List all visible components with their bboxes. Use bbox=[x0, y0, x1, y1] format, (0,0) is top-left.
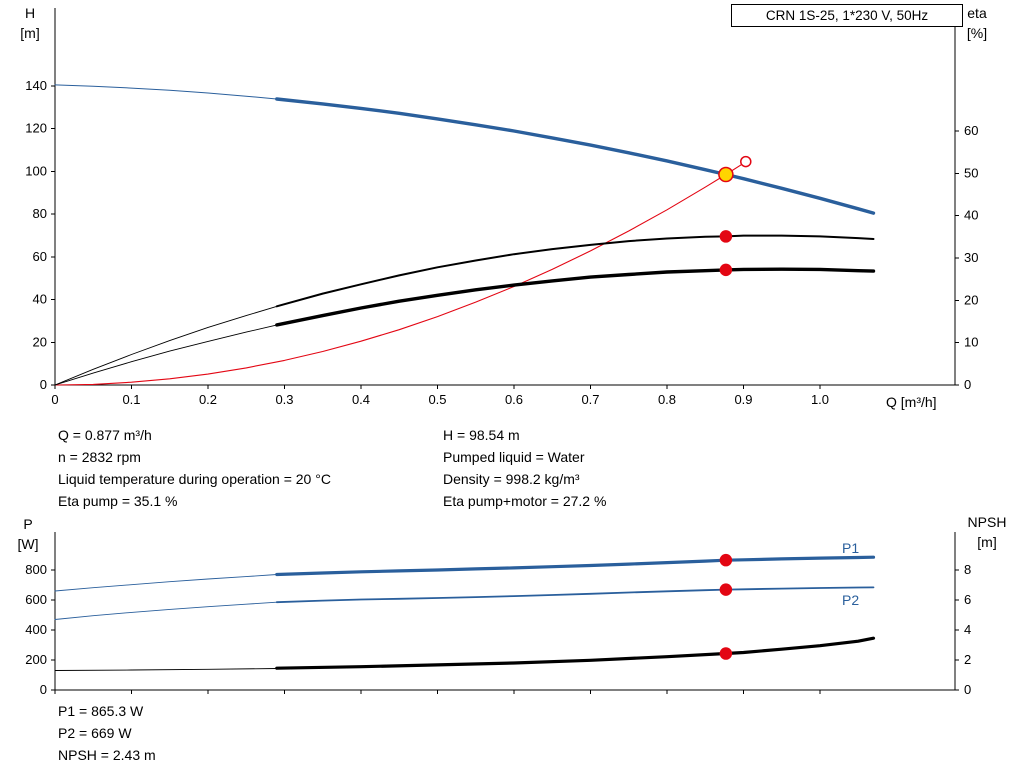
p1-point bbox=[719, 553, 733, 567]
x-tick-label: 0.8 bbox=[658, 392, 676, 407]
y-left-tick-label: 100 bbox=[25, 163, 47, 178]
y-left-tick-label: 140 bbox=[25, 78, 47, 93]
y-right-tick-label: 30 bbox=[964, 250, 978, 265]
duty-point[interactable] bbox=[718, 166, 734, 183]
npsh-point bbox=[719, 647, 733, 660]
h-axis-unit: [m] bbox=[20, 25, 40, 41]
series-label-p2: P2 bbox=[842, 592, 859, 608]
npsh-value: NPSH = 2.43 m bbox=[58, 747, 156, 763]
qh-curve-lead bbox=[54, 84, 285, 101]
y-right-tick-label: 2 bbox=[964, 652, 971, 667]
speed-value: n = 2832 rpm bbox=[58, 449, 141, 465]
eta-pump-point bbox=[719, 230, 733, 243]
x-tick-label: 0.4 bbox=[352, 392, 370, 407]
y-left-tick-label: 80 bbox=[33, 206, 47, 221]
y-left-tick-label: 800 bbox=[25, 562, 47, 577]
y-right-tick-label: 0 bbox=[964, 682, 971, 697]
y-left-tick-label: 0 bbox=[40, 682, 47, 697]
q-axis-title: Q [m³/h] bbox=[886, 394, 937, 410]
p2-curve bbox=[275, 586, 875, 604]
operating-data-left: Q = 0.877 m³/h n = 2832 rpm Liquid tempe… bbox=[58, 424, 331, 512]
power-npsh-results: P1 = 865.3 W P2 = 669 W NPSH = 2.43 m bbox=[58, 700, 156, 766]
x-tick-label: 0.2 bbox=[199, 392, 217, 407]
p2-point bbox=[719, 583, 733, 596]
y-left-tick-label: 120 bbox=[25, 121, 47, 136]
h-axis-title: H [m] bbox=[8, 3, 52, 43]
flow-value: Q = 0.877 m³/h bbox=[58, 427, 152, 443]
qh-curve bbox=[275, 97, 876, 215]
x-tick-label: 0.9 bbox=[734, 392, 752, 407]
eta-axis-label: eta bbox=[967, 5, 987, 21]
x-tick-label: 0.5 bbox=[428, 392, 446, 407]
eta-pump-motor-point bbox=[719, 263, 733, 277]
x-tick-label: 0.3 bbox=[275, 392, 293, 407]
npsh-curve-lead bbox=[54, 668, 278, 671]
series-label-p1: P1 bbox=[842, 540, 859, 556]
p-axis-title: P [W] bbox=[6, 514, 50, 554]
y-right-tick-label: 8 bbox=[964, 562, 971, 577]
p1-curve-lead bbox=[54, 574, 278, 592]
y-left-tick-label: 40 bbox=[33, 292, 47, 307]
y-left-tick-label: 60 bbox=[33, 249, 47, 264]
operating-data-right: H = 98.54 m Pumped liquid = Water Densit… bbox=[443, 424, 606, 512]
npsh-axis-unit: [m] bbox=[977, 534, 997, 550]
system-curve bbox=[54, 162, 745, 386]
p2-value: P2 = 669 W bbox=[58, 725, 132, 741]
npsh-curve bbox=[275, 636, 876, 670]
eta-pump-curve-lead bbox=[54, 303, 285, 386]
y-left-tick-label: 20 bbox=[33, 334, 47, 349]
x-tick-label: 0.6 bbox=[505, 392, 523, 407]
density-value: Density = 998.2 kg/m³ bbox=[443, 471, 580, 487]
y-right-tick-label: 20 bbox=[964, 292, 978, 307]
eta-pump-motor-curve bbox=[275, 267, 876, 327]
p2-curve-lead bbox=[54, 601, 278, 620]
y-right-tick-label: 6 bbox=[964, 592, 971, 607]
y-left-tick-label: 400 bbox=[25, 622, 47, 637]
p-axis-unit: [W] bbox=[17, 536, 39, 552]
eta-pump-motor-value: Eta pump+motor = 27.2 % bbox=[443, 493, 607, 509]
eta-axis-unit: [%] bbox=[966, 25, 988, 41]
pump-title-box: CRN 1S-25, 1*230 V, 50Hz bbox=[731, 4, 963, 27]
y-right-tick-label: 40 bbox=[964, 208, 978, 223]
x-tick-label: 0.7 bbox=[581, 392, 599, 407]
eta-pump-curve bbox=[275, 234, 875, 308]
y-right-tick-label: 10 bbox=[964, 335, 978, 350]
y-left-tick-label: 200 bbox=[25, 652, 47, 667]
x-tick-label: 1.0 bbox=[811, 392, 829, 407]
y-right-tick-label: 4 bbox=[964, 622, 971, 637]
duty-point-target[interactable] bbox=[740, 155, 752, 168]
pumped-liquid-value: Pumped liquid = Water bbox=[443, 449, 585, 465]
p-axis-label: P bbox=[23, 516, 33, 532]
y-left-tick-label: 0 bbox=[40, 377, 47, 392]
x-tick-label: 0 bbox=[51, 392, 58, 407]
y-right-tick-label: 0 bbox=[964, 377, 971, 392]
y-left-tick-label: 600 bbox=[25, 592, 47, 607]
eta-pump-value: Eta pump = 35.1 % bbox=[58, 493, 178, 509]
npsh-axis-title: NPSH [m] bbox=[955, 512, 1019, 552]
eta-pump-motor-curve-lead bbox=[54, 322, 285, 386]
y-right-tick-label: 50 bbox=[964, 165, 978, 180]
p1-curve bbox=[275, 555, 876, 577]
eta-axis-title: eta [%] bbox=[950, 3, 1004, 43]
liquid-temperature-value: Liquid temperature during operation = 20… bbox=[58, 471, 331, 487]
head-value: H = 98.54 m bbox=[443, 427, 520, 443]
y-right-tick-label: 60 bbox=[964, 123, 978, 138]
x-tick-label: 0.1 bbox=[122, 392, 140, 407]
p1-value: P1 = 865.3 W bbox=[58, 703, 144, 719]
h-axis-label: H bbox=[24, 5, 36, 21]
npsh-axis-label: NPSH bbox=[967, 514, 1007, 530]
